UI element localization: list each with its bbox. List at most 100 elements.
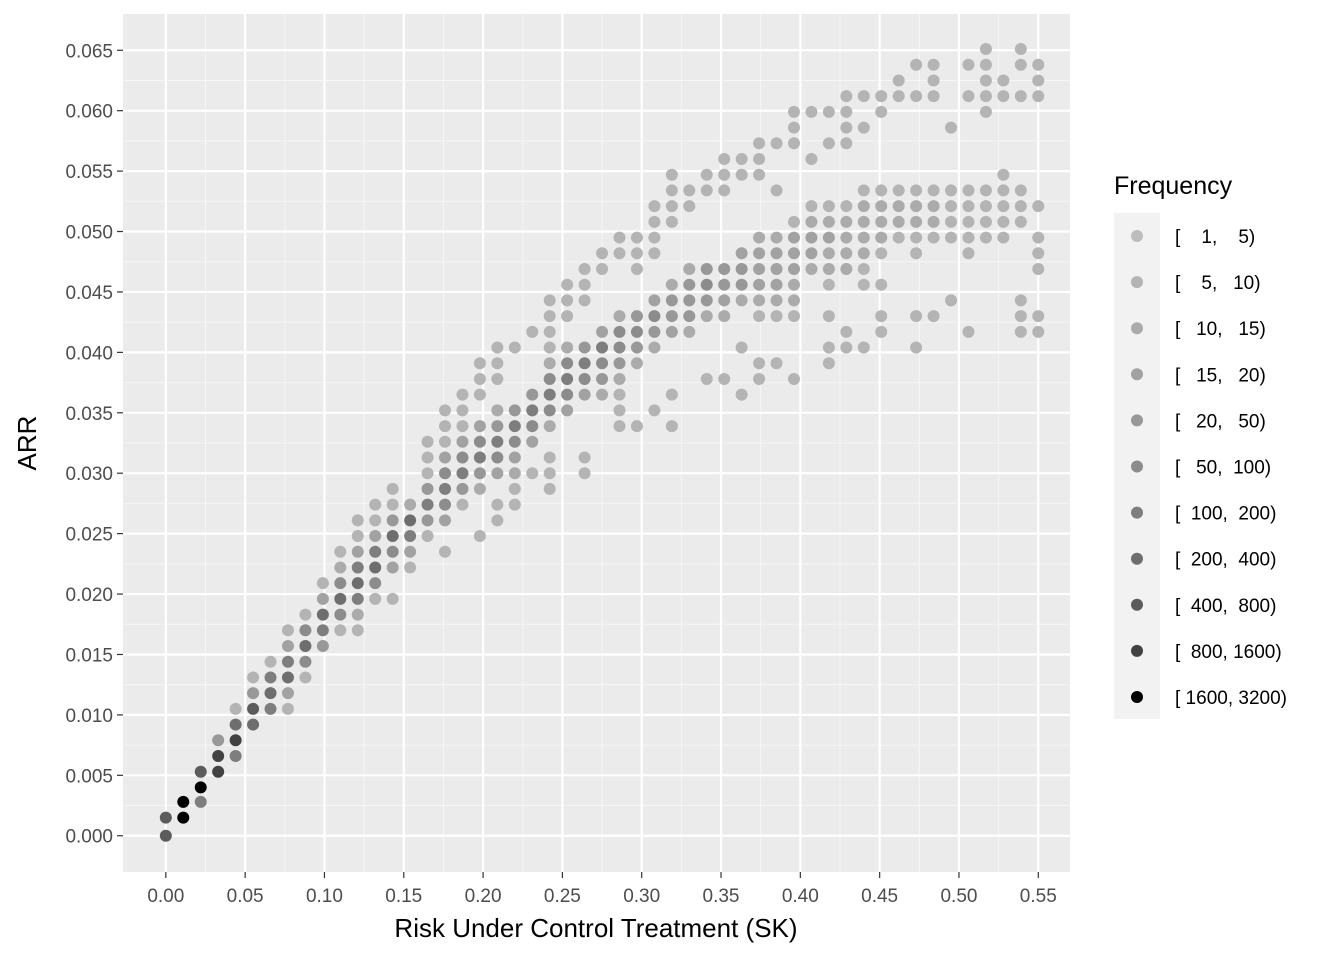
data-point (787, 105, 800, 118)
data-point (229, 702, 242, 715)
y-tick-label: 0.025 (65, 525, 113, 546)
data-point (491, 341, 504, 354)
data-point (351, 514, 364, 527)
data-point (369, 561, 382, 574)
data-point (491, 357, 504, 370)
data-point (526, 404, 539, 417)
data-point (473, 451, 486, 464)
data-point (700, 310, 713, 323)
data-point (648, 215, 661, 228)
legend-key (1131, 644, 1143, 657)
data-point (1014, 325, 1027, 338)
data-point (875, 215, 888, 228)
data-point (753, 247, 766, 260)
data-point (1032, 90, 1045, 103)
data-point (578, 388, 591, 401)
data-point (910, 341, 923, 354)
data-point (351, 545, 364, 558)
data-point (962, 58, 975, 71)
data-point (543, 294, 556, 307)
legend-label: [ 50, 100) (1175, 458, 1271, 479)
data-point (491, 514, 504, 527)
data-point (351, 592, 364, 605)
data-point (212, 765, 225, 778)
data-point (927, 58, 940, 71)
data-point (718, 294, 731, 307)
data-point (439, 420, 452, 433)
y-tick-label: 0.040 (65, 343, 113, 364)
data-point (945, 215, 958, 228)
data-point (962, 200, 975, 213)
data-point (997, 90, 1010, 103)
x-axis-ticks: 0.00 0.05 0.10 0.15 0.20 0.25 0.30 0.35 0.40 0.45… (147, 872, 1057, 907)
data-point (630, 341, 643, 354)
data-point (945, 200, 958, 213)
data-point (456, 482, 469, 495)
data-point (561, 404, 574, 417)
data-point (840, 121, 853, 134)
data-point (840, 325, 853, 338)
x-tick-label: 0.10 (306, 886, 343, 907)
data-point (247, 671, 260, 684)
data-point (700, 278, 713, 291)
data-point (822, 137, 835, 150)
data-point (753, 357, 766, 370)
data-point (805, 247, 818, 260)
data-point (543, 420, 556, 433)
data-point (351, 561, 364, 574)
data-point (386, 530, 399, 543)
data-point (770, 262, 783, 275)
data-point (979, 231, 992, 244)
data-point (334, 561, 347, 574)
data-point (281, 702, 294, 715)
legend-key (1131, 276, 1143, 289)
data-point (543, 325, 556, 338)
data-point (718, 153, 731, 166)
data-point (404, 530, 417, 543)
data-point (439, 435, 452, 448)
data-point (962, 247, 975, 260)
data-point (979, 43, 992, 56)
data-point (456, 467, 469, 480)
data-point (945, 294, 958, 307)
data-point (561, 372, 574, 385)
data-point (805, 231, 818, 244)
data-point (508, 482, 521, 495)
data-point (473, 420, 486, 433)
data-point (299, 624, 312, 637)
data-point (822, 247, 835, 260)
data-point (473, 467, 486, 480)
data-point (630, 325, 643, 338)
data-point (386, 561, 399, 574)
data-point (421, 435, 434, 448)
data-point (648, 310, 661, 323)
data-point (962, 325, 975, 338)
x-tick-label: 0.40 (782, 886, 819, 907)
data-point (997, 215, 1010, 228)
data-point (910, 90, 923, 103)
data-point (735, 153, 748, 166)
y-tick-label: 0.060 (65, 102, 113, 123)
data-point (700, 372, 713, 385)
data-point (1014, 90, 1027, 103)
data-point (648, 325, 661, 338)
data-point (805, 200, 818, 213)
data-point (491, 404, 504, 417)
data-point (369, 545, 382, 558)
data-point (299, 640, 312, 653)
data-point (561, 388, 574, 401)
data-point (962, 215, 975, 228)
data-point (648, 341, 661, 354)
data-point (630, 357, 643, 370)
legend-key (1131, 368, 1143, 381)
data-point (822, 105, 835, 118)
data-point (910, 247, 923, 260)
data-point (561, 294, 574, 307)
data-point (805, 262, 818, 275)
legend-label: [ 10, 15) (1175, 319, 1266, 340)
data-point (910, 231, 923, 244)
data-point (770, 247, 783, 260)
data-point (613, 325, 626, 338)
y-tick-label: 0.010 (65, 706, 113, 727)
data-point (439, 404, 452, 417)
